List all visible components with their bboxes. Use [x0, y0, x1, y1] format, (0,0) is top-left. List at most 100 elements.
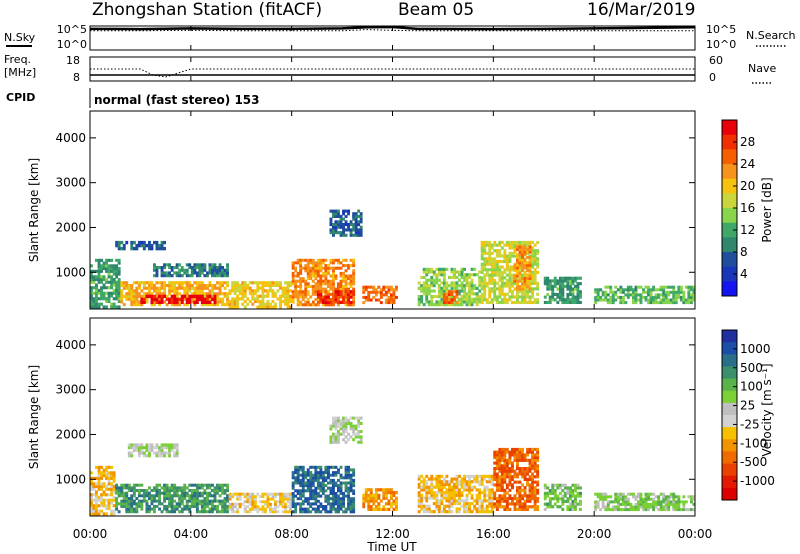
data-cell	[160, 274, 164, 278]
data-cell	[505, 292, 509, 296]
data-cell	[261, 283, 265, 287]
data-cell	[485, 474, 489, 478]
data-cell	[508, 284, 512, 288]
data-cell	[163, 451, 166, 455]
data-cell	[105, 498, 108, 502]
data-cell	[523, 491, 527, 495]
data-cell	[231, 502, 235, 506]
data-cell	[329, 279, 333, 283]
data-cell	[130, 486, 134, 490]
data-cell	[140, 300, 144, 304]
data-cell	[251, 507, 255, 511]
data-cell	[637, 502, 640, 506]
data-cell	[110, 258, 114, 262]
data-cell	[495, 300, 499, 304]
data-cell	[500, 499, 504, 503]
data-cell	[223, 286, 227, 290]
data-cell	[263, 502, 267, 506]
data-cell	[437, 289, 441, 293]
data-cell	[455, 477, 459, 481]
data-cell	[463, 480, 466, 484]
data-cell	[216, 510, 219, 514]
data-cell	[122, 286, 126, 290]
data-cell	[105, 305, 108, 309]
data-cell	[437, 491, 441, 495]
data-cell	[137, 454, 141, 458]
data-cell	[518, 253, 522, 257]
data-cell	[221, 281, 224, 285]
data-cell	[185, 300, 189, 304]
data-cell	[606, 508, 610, 512]
data-cell	[442, 270, 446, 274]
data-cell	[236, 502, 240, 506]
data-cell	[480, 510, 484, 514]
data-cell	[95, 258, 98, 262]
data-cell	[321, 473, 325, 477]
data-cell	[142, 300, 146, 304]
data-cell	[173, 294, 177, 299]
data-cell	[352, 507, 356, 511]
data-cell	[160, 297, 164, 302]
data-cell	[337, 298, 340, 302]
data-cell	[311, 473, 315, 477]
data-cell	[644, 298, 648, 302]
data-cell	[594, 295, 598, 299]
data-cell	[246, 297, 250, 301]
data-cell	[626, 293, 630, 297]
data-cell	[347, 421, 350, 425]
power-ylabel: Slant Range [km]	[27, 158, 41, 262]
data-cell	[349, 468, 353, 472]
data-cell	[344, 300, 348, 304]
data-cell	[251, 497, 255, 501]
data-cell	[185, 289, 189, 293]
data-cell	[332, 494, 335, 498]
data-cell	[324, 295, 328, 299]
data-cell	[465, 474, 469, 478]
data-cell	[213, 274, 217, 278]
data-cell	[284, 495, 287, 499]
data-cell	[579, 502, 582, 506]
data-cell	[198, 263, 202, 267]
data-cell	[511, 469, 514, 473]
data-cell	[579, 300, 582, 304]
data-cell	[566, 489, 570, 493]
data-cell	[291, 295, 295, 299]
data-cell	[306, 261, 310, 265]
data-cell	[445, 281, 449, 285]
data-cell	[175, 446, 179, 450]
data-cell	[531, 483, 534, 487]
data-cell	[679, 500, 683, 504]
data-cell	[430, 297, 434, 301]
data-cell	[296, 300, 300, 304]
data-cell	[432, 281, 436, 285]
data-cell	[127, 497, 131, 500]
data-cell	[155, 504, 159, 508]
data-cell	[369, 285, 373, 289]
data-cell	[163, 454, 166, 458]
data-cell	[226, 300, 229, 304]
data-cell	[304, 285, 308, 288]
data-cell	[569, 276, 572, 280]
data-cell	[178, 504, 182, 508]
nave-right-tick-top: 60	[709, 54, 723, 67]
data-cell	[531, 494, 534, 498]
data-cell	[379, 499, 383, 503]
data-cell	[516, 287, 519, 291]
data-cell	[518, 507, 522, 511]
data-cell	[193, 494, 197, 498]
data-cell	[251, 492, 255, 496]
data-cell	[362, 505, 366, 509]
data-cell	[465, 510, 469, 514]
data-cell	[632, 298, 635, 302]
data-cell	[263, 281, 267, 285]
data-cell	[316, 300, 320, 304]
data-cell	[518, 456, 522, 460]
data-cell	[188, 297, 192, 302]
data-cell	[163, 499, 166, 503]
data-cell	[528, 469, 532, 473]
data-cell	[332, 424, 335, 428]
data-cell	[508, 270, 512, 274]
data-cell	[495, 456, 499, 460]
data-cell	[342, 217, 345, 221]
data-cell	[188, 300, 192, 304]
